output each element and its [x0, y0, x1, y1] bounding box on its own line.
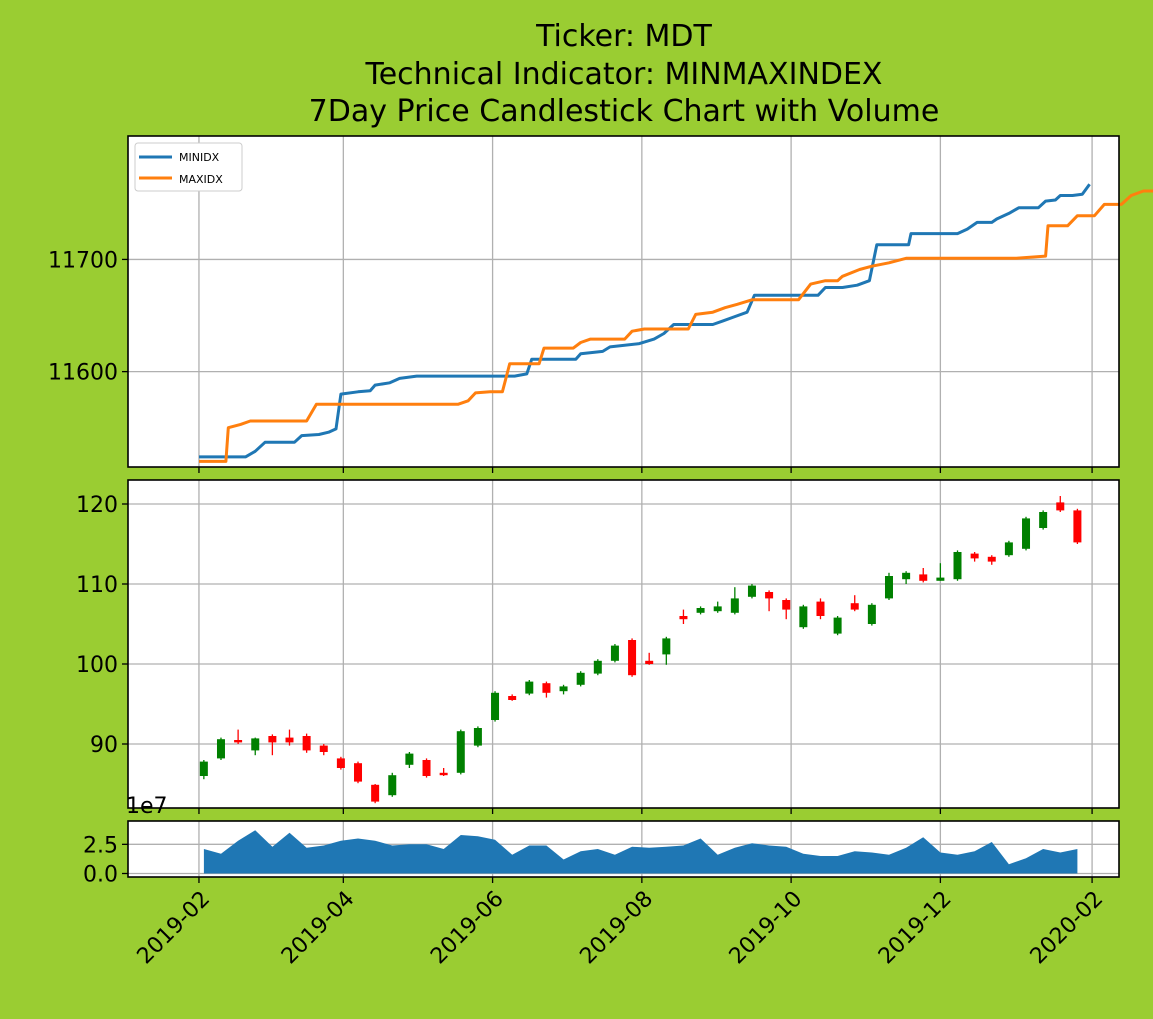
candle-body — [320, 746, 328, 752]
candle-body — [542, 683, 550, 693]
candle-body — [988, 557, 996, 562]
candle-body — [508, 696, 516, 700]
y-tick-label: 100 — [76, 653, 118, 678]
candle-body — [577, 673, 585, 685]
candle-body — [491, 693, 499, 720]
y-tick-label: 11600 — [48, 361, 118, 386]
price-axes-background — [128, 480, 1119, 808]
candle-body — [748, 586, 756, 597]
y-tick-label: 110 — [76, 573, 118, 598]
candle-body — [834, 618, 842, 634]
y-tick-label: 90 — [90, 733, 118, 758]
candle-body — [697, 608, 705, 613]
candle-body — [268, 736, 276, 742]
candle-body — [525, 682, 533, 694]
candle-body — [1022, 518, 1030, 548]
candle-body — [731, 598, 739, 612]
candle-body — [217, 739, 225, 758]
y-tick-label: 2.5 — [83, 833, 118, 858]
candle-body — [971, 554, 979, 559]
candle-body — [868, 605, 876, 624]
candle-body — [936, 578, 944, 581]
candle-body — [645, 661, 653, 664]
price-panel: 90 100 110 120 — [76, 480, 1119, 814]
legend-label-maxidx: MAXIDX — [179, 173, 223, 186]
candle-body — [851, 603, 859, 609]
candle-body — [954, 552, 962, 579]
candle-body — [1005, 542, 1013, 555]
candle-body — [337, 758, 345, 768]
candle-body — [285, 738, 293, 743]
candle-body — [816, 602, 824, 616]
candle-body — [388, 775, 396, 795]
title-line-3: 7Day Price Candlestick Chart with Volume — [309, 94, 940, 129]
candle-body — [474, 728, 482, 746]
candle-body — [628, 640, 636, 675]
candle-body — [679, 616, 687, 619]
candle-body — [1073, 510, 1081, 542]
candle-body — [799, 606, 807, 627]
volume-offset-label: 1e7 — [126, 794, 168, 819]
candle-body — [594, 661, 602, 674]
candle-body — [371, 785, 379, 802]
candle-body — [405, 754, 413, 765]
candle-body — [1056, 502, 1064, 510]
y-tick-label: 11700 — [48, 248, 118, 273]
y-tick-label: 0.0 — [83, 863, 118, 888]
candle-body — [902, 573, 910, 579]
title-line-1: Ticker: MDT — [535, 19, 712, 54]
title-line-2: Technical Indicator: MINMAXINDEX — [364, 57, 882, 92]
indicator-panel: 11600 11700 MINIDX MAXIDX — [48, 136, 1153, 473]
indicator-axes-background — [128, 136, 1119, 467]
candle-body — [885, 576, 893, 598]
legend-label-minidx: MINIDX — [179, 151, 220, 164]
indicator-legend: MINIDX MAXIDX — [135, 143, 242, 191]
candle-body — [662, 638, 670, 654]
candle-body — [765, 592, 773, 598]
candle-body — [200, 762, 208, 776]
candle-body — [714, 606, 722, 611]
candle-body — [440, 773, 448, 775]
candle-body — [919, 574, 927, 580]
candle-body — [457, 731, 465, 773]
candle-body — [303, 736, 311, 750]
candle-body — [782, 600, 790, 610]
candle-body — [354, 763, 362, 781]
candle-body — [560, 686, 568, 691]
candle-body — [611, 646, 619, 661]
candle-body — [251, 738, 259, 750]
y-tick-label: 120 — [76, 493, 118, 518]
candle-body — [423, 760, 431, 776]
candle-body — [1039, 512, 1047, 528]
candle-body — [234, 740, 242, 742]
